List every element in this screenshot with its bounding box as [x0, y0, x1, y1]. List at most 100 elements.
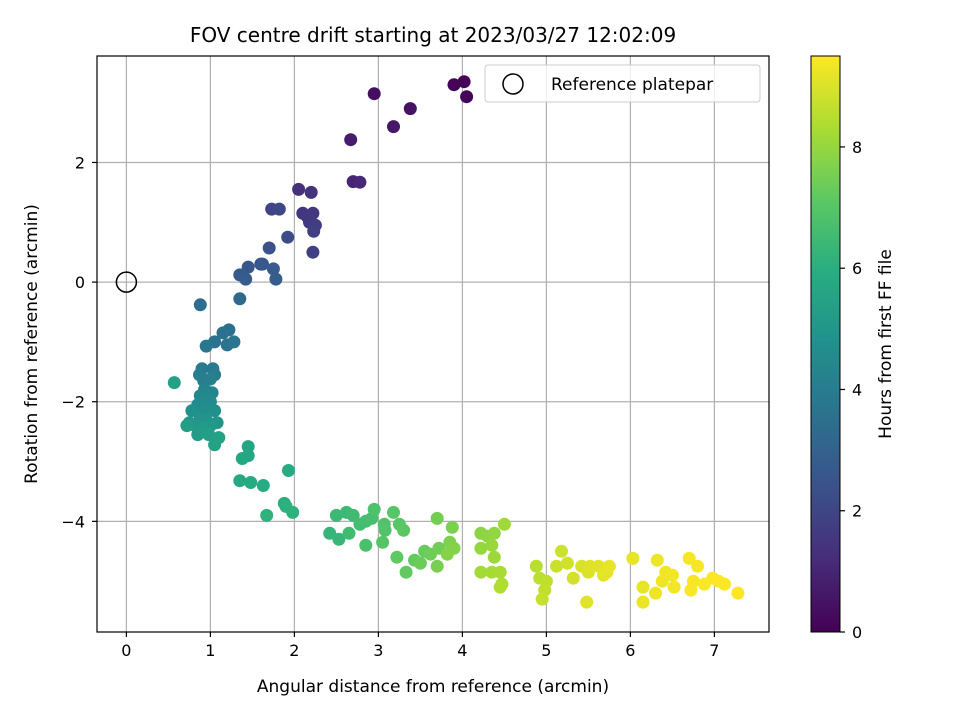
data-point — [460, 90, 474, 104]
data-point — [292, 182, 306, 196]
data-point — [235, 452, 249, 465]
colorbar-label: Hours from first FF file — [876, 249, 896, 439]
data-point — [650, 553, 664, 567]
data-point — [626, 551, 640, 565]
data-point — [457, 75, 471, 89]
data-point — [241, 260, 255, 274]
data-point — [304, 185, 318, 199]
x-tick-label: 0 — [121, 641, 131, 660]
colorbar-tick-label: 6 — [852, 259, 862, 278]
x-tick-label: 7 — [709, 641, 719, 660]
data-point — [399, 565, 413, 579]
colorbar: 0 2 4 6 8 Hours from first FF file — [810, 55, 896, 642]
data-point — [256, 479, 270, 492]
data-point — [367, 502, 381, 516]
data-point — [560, 556, 574, 570]
data-point — [555, 544, 568, 558]
data-point — [344, 133, 358, 147]
data-point — [281, 230, 295, 244]
data-point — [376, 535, 390, 549]
data-point — [262, 241, 276, 255]
data-point — [430, 511, 444, 525]
y-tick-label: −4 — [61, 512, 85, 531]
data-point — [202, 428, 216, 442]
data-point — [602, 559, 616, 573]
data-point — [397, 523, 411, 537]
data-point — [342, 526, 356, 540]
data-point — [636, 595, 650, 609]
data-point — [266, 262, 280, 276]
legend-entry-reference-platepar: Reference platepar — [551, 75, 713, 95]
data-point — [256, 257, 269, 271]
y-axis-ticks: −4 −2 0 2 — [61, 153, 97, 531]
colorbar-tick-label: 2 — [852, 502, 862, 521]
data-point — [203, 372, 217, 386]
data-point — [440, 547, 454, 561]
colorbar-tick-label: 8 — [852, 138, 862, 157]
data-point — [233, 292, 247, 306]
colorbar-tick-label: 0 — [852, 623, 862, 642]
reference-platepar-marker — [115, 271, 138, 293]
data-point — [535, 592, 549, 606]
x-tick-label: 4 — [457, 641, 467, 660]
data-point — [208, 404, 222, 418]
data-point — [691, 559, 705, 573]
data-point — [493, 565, 507, 579]
data-point — [487, 526, 501, 540]
data-point — [731, 586, 745, 600]
data-point — [199, 339, 213, 353]
data-point — [485, 538, 499, 552]
y-axis-label: Rotation from reference (arcmin) — [22, 204, 42, 484]
y-tick-label: −2 — [61, 393, 85, 412]
legend: Reference platepar — [484, 64, 761, 103]
data-point — [233, 474, 247, 488]
colorbar-gradient — [811, 56, 840, 632]
data-point — [387, 120, 400, 134]
data-point — [180, 419, 194, 433]
data-point — [282, 464, 295, 477]
data-point — [445, 520, 459, 534]
data-point — [403, 102, 417, 116]
data-point — [474, 541, 488, 555]
data-point — [185, 404, 199, 418]
data-point — [566, 571, 580, 585]
legend-box — [484, 64, 761, 103]
data-point — [390, 550, 404, 564]
data-point — [665, 568, 679, 582]
data-point — [272, 202, 286, 216]
data-point — [387, 505, 400, 519]
y-tick-label: 2 — [75, 153, 85, 172]
x-axis-ticks: 0 1 2 3 4 5 6 7 — [121, 632, 719, 660]
colorbar-frame — [810, 55, 841, 633]
data-point — [239, 272, 253, 286]
data-point — [260, 508, 274, 522]
data-point — [493, 580, 507, 594]
data-point — [430, 559, 444, 573]
data-point — [474, 565, 488, 579]
data-point — [580, 595, 594, 609]
data-point — [367, 87, 381, 101]
data-point — [227, 335, 241, 349]
data-point — [353, 175, 367, 189]
data-point — [413, 556, 427, 570]
data-point — [667, 580, 681, 594]
data-point — [329, 508, 343, 522]
data-point — [269, 272, 283, 286]
data-point — [550, 559, 563, 573]
x-tick-label: 3 — [373, 641, 383, 660]
x-tick-label: 6 — [625, 641, 635, 660]
data-point — [378, 523, 392, 537]
data-point — [649, 586, 663, 600]
data-point — [241, 440, 255, 454]
legend-marker-icon — [502, 73, 524, 95]
scatter-points — [167, 75, 745, 609]
data-point — [167, 376, 181, 390]
x-tick-label: 5 — [541, 641, 551, 660]
x-tick-label: 1 — [205, 641, 215, 660]
data-point — [636, 580, 650, 594]
y-tick-label: 0 — [75, 273, 85, 292]
data-point — [684, 583, 698, 597]
data-point — [718, 577, 731, 591]
data-point — [497, 517, 511, 531]
data-point — [487, 550, 501, 564]
